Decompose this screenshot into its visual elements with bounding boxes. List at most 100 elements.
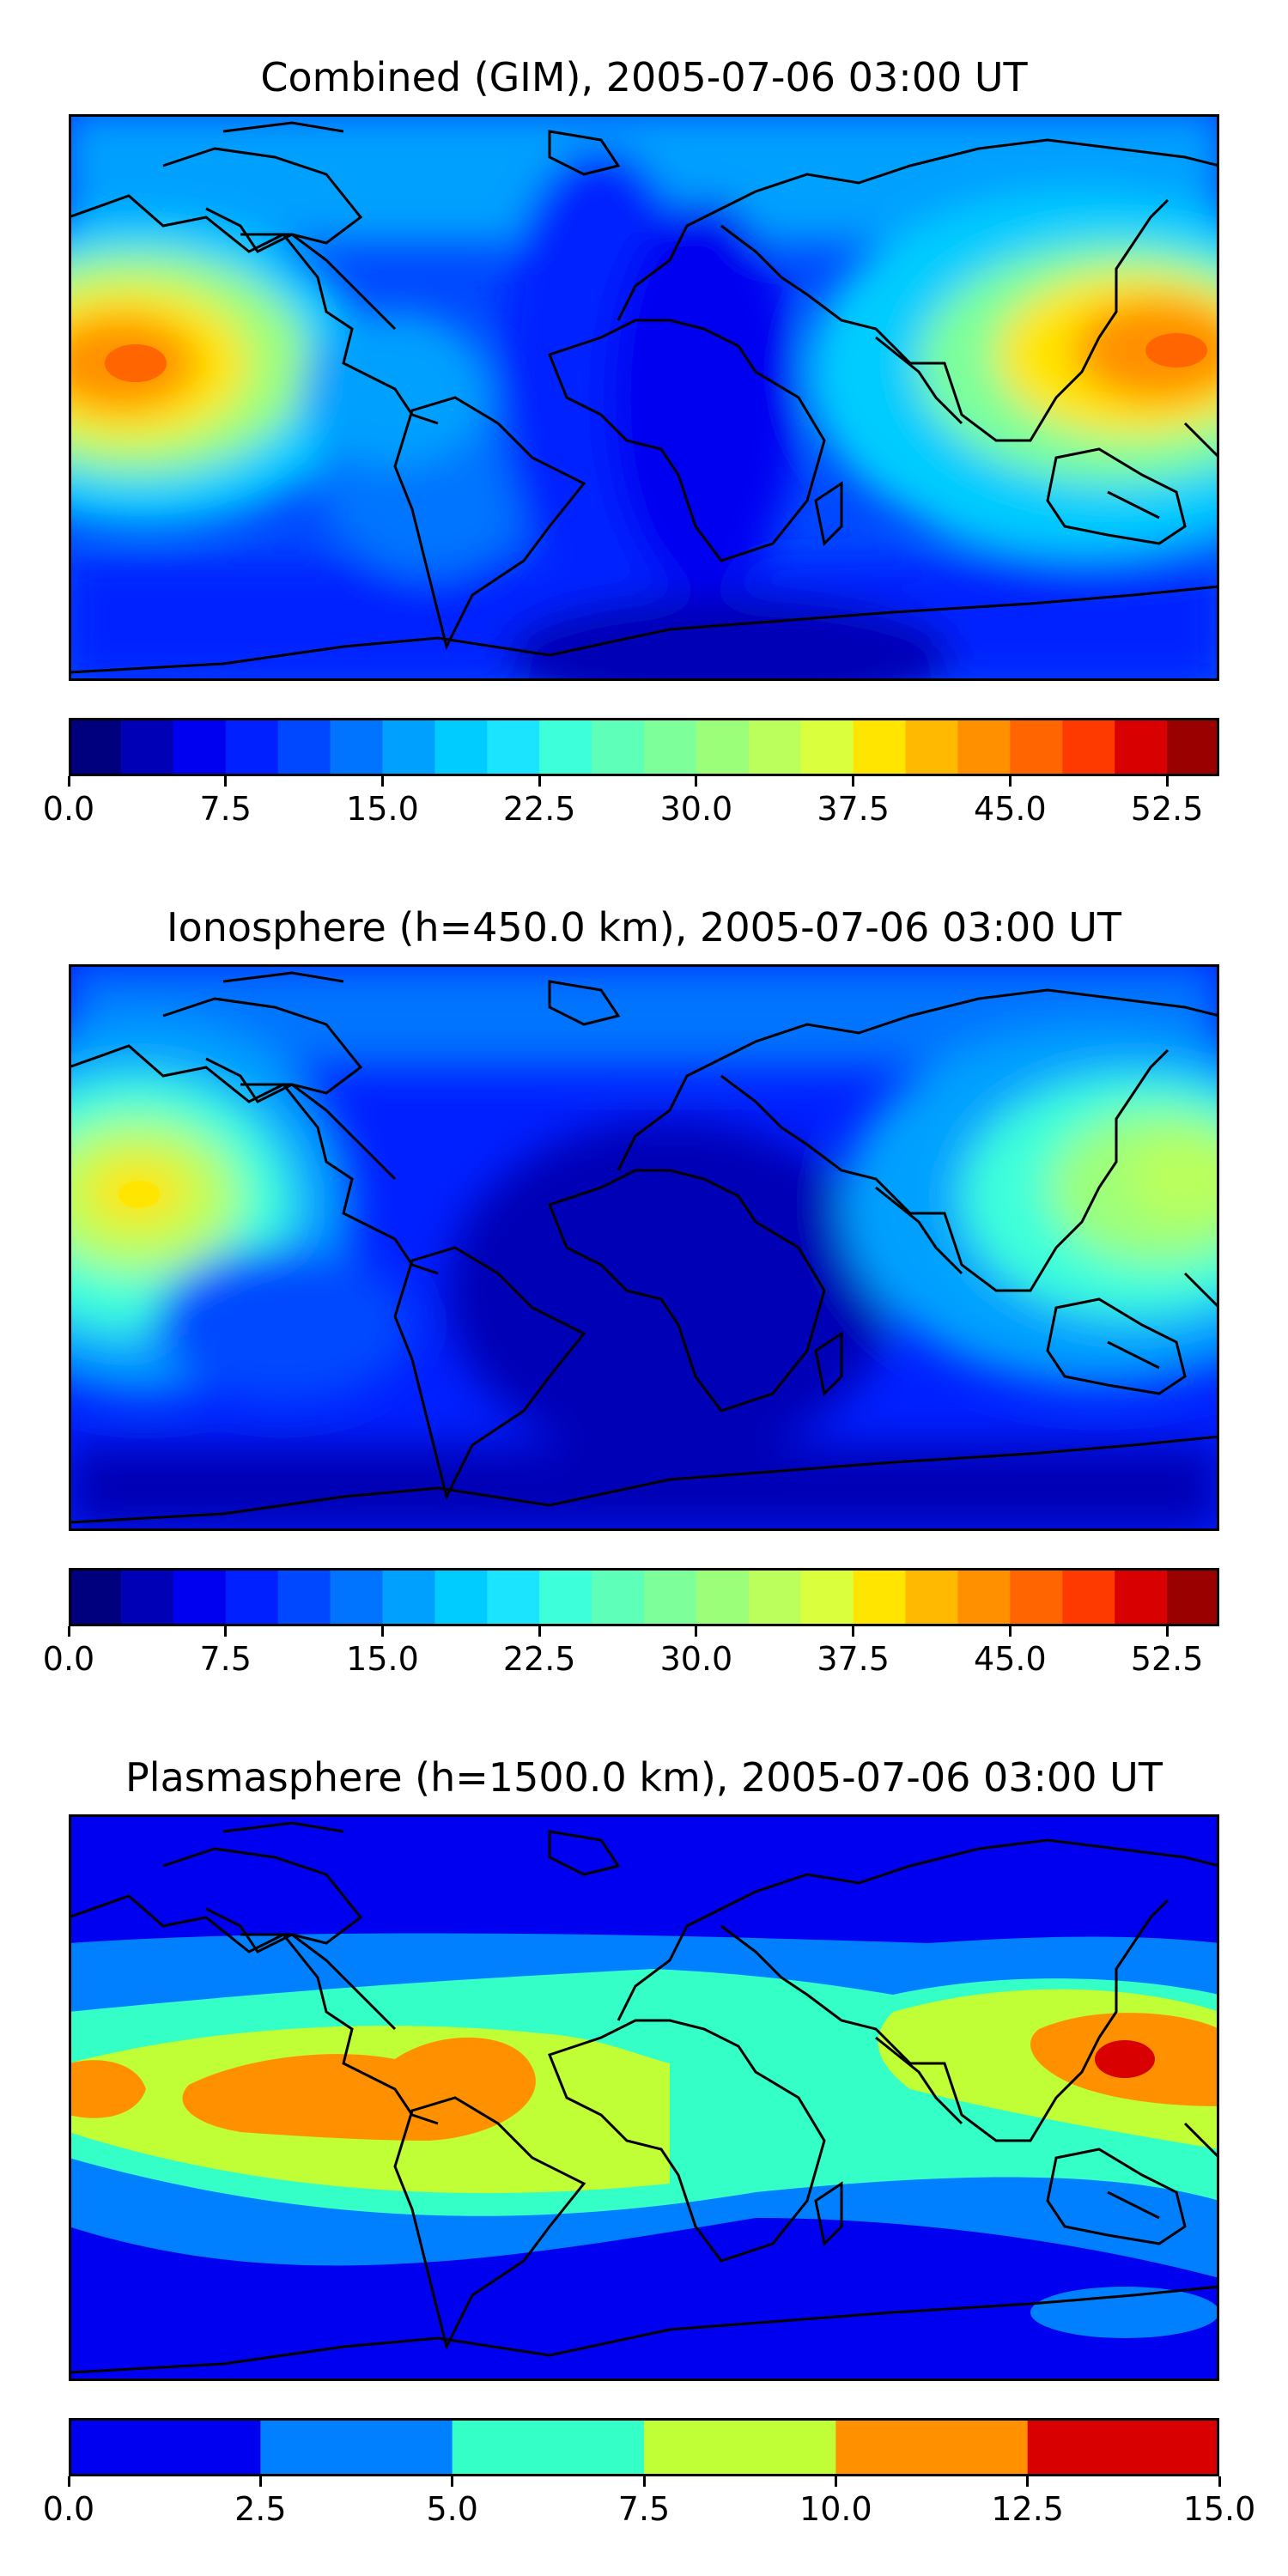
panel-3-colorbar [69, 2418, 1219, 2476]
colorbar-segment [173, 718, 227, 776]
colorbar-segment [277, 1568, 331, 1626]
colorbar-tick-mark [67, 2476, 70, 2487]
ionosphere-map [69, 964, 1219, 1531]
panel-2-colorbar [69, 1568, 1219, 1626]
colorbar-segment [452, 2418, 645, 2476]
colorbar-tick-mark [1218, 2476, 1221, 2487]
colorbar-segment [69, 1568, 122, 1626]
colorbar-segment [382, 718, 435, 776]
colorbar-tick-label: 10.0 [799, 2490, 872, 2528]
colorbar-tick-mark [224, 776, 228, 787]
colorbar-tick-label: 30.0 [659, 790, 733, 828]
colorbar-segment [644, 2418, 836, 2476]
colorbar-tick-label: 30.0 [659, 1640, 733, 1678]
colorbar-segment [277, 718, 331, 776]
colorbar-frame [69, 718, 1219, 776]
map-frame [69, 1814, 1219, 2381]
colorbar-tick-mark [258, 2476, 262, 2487]
colorbar-tick-label: 45.0 [974, 790, 1047, 828]
panel-3-title: Plasmasphere (h=1500.0 km), 2005-07-06 0… [125, 1754, 1163, 1801]
colorbar-tick-label: 5.0 [426, 2490, 478, 2528]
combined-gim-map [69, 114, 1219, 681]
colorbar-tick-mark [695, 1626, 698, 1637]
colorbar-segment [382, 1568, 435, 1626]
colorbar-tick-label: 52.5 [1130, 1640, 1204, 1678]
colorbar-segment [853, 718, 907, 776]
colorbar-tick-mark [1165, 776, 1169, 787]
colorbar-tick-label: 12.5 [991, 2490, 1064, 2528]
colorbar-segment [800, 718, 854, 776]
colorbar-segment [957, 1568, 1011, 1626]
colorbar-segment [748, 1568, 802, 1626]
colorbar-tick-mark [1008, 1626, 1012, 1637]
coastlines [69, 1821, 1219, 2374]
colorbar-segment [434, 718, 488, 776]
colorbar-segment [748, 718, 802, 776]
colorbar-tick-label: 0.0 [42, 1640, 95, 1678]
colorbar-tick-mark [380, 1626, 384, 1637]
colorbar-tick-label: 0.0 [42, 2490, 95, 2528]
colorbar-tick-label: 22.5 [502, 1640, 576, 1678]
colorbar-segment [330, 1568, 384, 1626]
colorbar-tick-label: 15.0 [346, 1640, 419, 1678]
colorbar-segment [173, 1568, 227, 1626]
colorbar-tick-mark [1008, 776, 1012, 787]
colorbar-tick-label: 37.5 [817, 790, 890, 828]
colorbar-tick-mark [538, 776, 541, 787]
colorbar-segment [1010, 718, 1063, 776]
colorbar-segment [905, 1568, 959, 1626]
colorbar-segment [592, 1568, 645, 1626]
colorbar-segment [1062, 1568, 1115, 1626]
colorbar-segment [330, 718, 384, 776]
colorbar-segment [120, 1568, 174, 1626]
colorbar-segment [800, 1568, 854, 1626]
colorbar-tick-mark [695, 776, 698, 787]
colorbar-tick-label: 45.0 [974, 1640, 1047, 1678]
colorbar-segment [1027, 2418, 1219, 2476]
colorbar-tick-label: 7.5 [199, 1640, 252, 1678]
colorbar-tick-label: 7.5 [199, 790, 252, 828]
colorbar-frame [69, 2418, 1219, 2476]
colorbar-tick-label: 15.0 [1182, 2490, 1256, 2528]
colorbar-frame [69, 1568, 1219, 1626]
colorbar-segment [1115, 718, 1168, 776]
colorbar-tick-mark [224, 1626, 228, 1637]
colorbar-tick-label: 22.5 [502, 790, 576, 828]
colorbar-segment [434, 1568, 488, 1626]
panel-1-colorbar [69, 718, 1219, 776]
colorbar-segment [487, 718, 540, 776]
colorbar-segment [696, 718, 750, 776]
colorbar-segment [539, 718, 592, 776]
colorbar-tick-mark [538, 1626, 541, 1637]
tec-field [69, 114, 1219, 681]
colorbar-tick-mark [67, 1626, 70, 1637]
panel-2-title: Ionosphere (h=450.0 km), 2005-07-06 03:0… [167, 904, 1121, 951]
colorbar-tick-label: 7.5 [617, 2490, 671, 2528]
colorbar-tick-label: 0.0 [42, 790, 95, 828]
colorbar-segment [120, 718, 174, 776]
colorbar-segment [69, 718, 122, 776]
colorbar-segment [225, 1568, 279, 1626]
colorbar-segment [905, 718, 959, 776]
colorbar-segment [1062, 718, 1115, 776]
plasmasphere-map [69, 1814, 1219, 2381]
colorbar-segment [1115, 1568, 1168, 1626]
colorbar-segment [853, 1568, 907, 1626]
colorbar-tick-label: 15.0 [346, 790, 419, 828]
coastlines [69, 971, 1219, 1524]
colorbar-segment [1167, 718, 1219, 776]
colorbar-tick-mark [834, 2476, 837, 2487]
coastlines [69, 121, 1219, 674]
colorbar-tick-mark [1026, 2476, 1030, 2487]
colorbar-segment [1167, 1568, 1219, 1626]
tec-field [69, 964, 1219, 1531]
colorbar-segment [592, 718, 645, 776]
colorbar-tick-mark [451, 2476, 454, 2487]
map-frame [69, 964, 1219, 1531]
colorbar-tick-mark [380, 776, 384, 787]
colorbar-segment [69, 2418, 261, 2476]
panel-1-title: Combined (GIM), 2005-07-06 03:00 UT [260, 54, 1028, 100]
colorbar-segment [835, 2418, 1029, 2476]
colorbar-segment [696, 1568, 750, 1626]
colorbar-segment [644, 1568, 697, 1626]
